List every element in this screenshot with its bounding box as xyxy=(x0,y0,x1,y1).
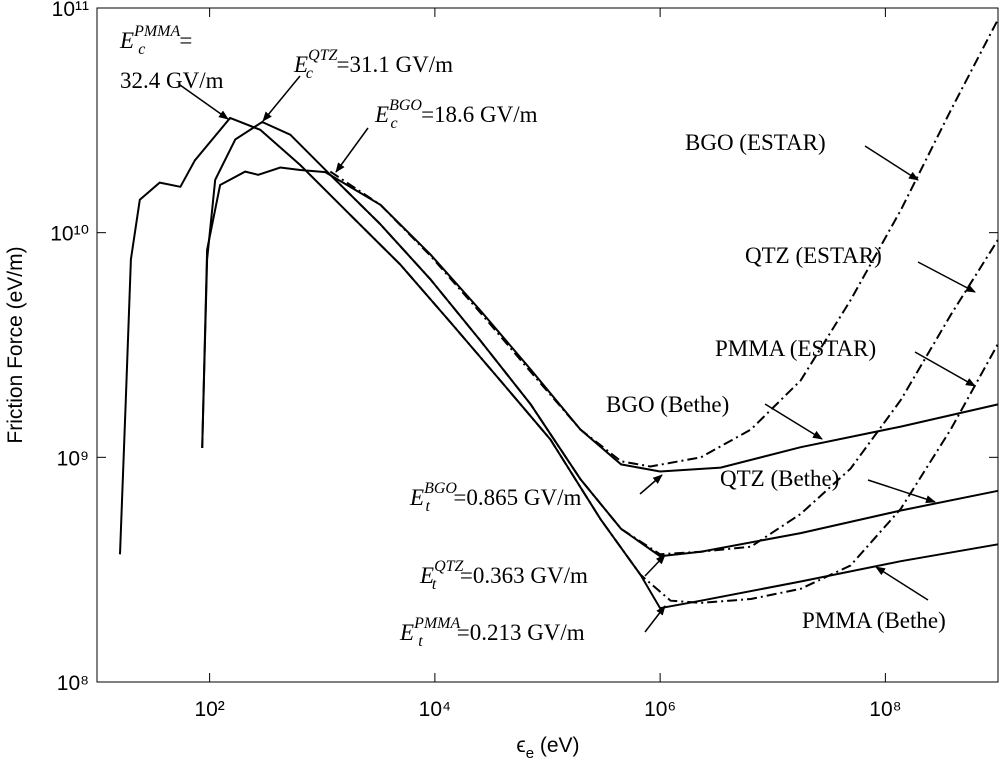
annotation-symbol: E xyxy=(419,563,434,588)
annotation-arrow xyxy=(639,474,663,495)
annotation-text: =0.213 GV/m xyxy=(457,620,585,645)
series-line xyxy=(349,214,999,604)
annotation-superscript: PMMA xyxy=(413,615,460,632)
series-label-arrow xyxy=(867,479,936,503)
series-label-arrow xyxy=(914,351,976,387)
x-tick-label: 10⁸ xyxy=(869,698,901,721)
annotation-symbol: E xyxy=(293,52,308,77)
annotation: EQTZ c =31.1 GV/m xyxy=(293,47,453,82)
series-label-arrow xyxy=(864,145,919,181)
annotation-text: =0.865 GV/m xyxy=(453,485,581,510)
series-line xyxy=(329,18,999,468)
annotation-superscript: BGO xyxy=(424,480,457,497)
y-tick-label: 10¹⁰ xyxy=(50,223,89,246)
x-label-text: (eV) xyxy=(534,734,580,757)
y-tick-label: 10⁸ xyxy=(57,672,89,695)
y-axis-label: Friction Force (eV/m) xyxy=(4,246,27,443)
annotation: EBGO c =18.6 GV/m xyxy=(374,97,538,132)
series-line xyxy=(329,174,999,556)
annotation-superscript: QTZ xyxy=(434,558,464,575)
series-label: BGO (ESTAR) xyxy=(685,130,826,155)
annotation-text: 32.4 GV/m xyxy=(120,68,224,93)
series-label-arrow xyxy=(917,261,976,293)
annotation-subscript: t xyxy=(425,498,430,515)
annotation-text: =0.363 GV/m xyxy=(460,563,588,588)
series-label-arrow xyxy=(764,403,823,440)
x-tick-label: 10⁴ xyxy=(419,698,451,721)
series-label: BGO (Bethe) xyxy=(606,392,729,417)
y-tick-label: 10⁹ xyxy=(57,447,89,470)
annotation-superscript: PMMA xyxy=(133,23,180,40)
annotation-arrow xyxy=(179,84,229,120)
annotation-arrow xyxy=(644,554,666,577)
series-line xyxy=(201,166,999,473)
annotation-superscript: QTZ xyxy=(308,47,338,64)
x-label-symbol: ϵ xyxy=(516,734,525,757)
x-tick-label: 10² xyxy=(194,698,224,721)
x-tick-label: 10⁶ xyxy=(644,698,676,721)
annotation-text: =18.6 GV/m xyxy=(421,102,538,127)
annotation: EPMMA t =0.213 GV/m xyxy=(399,615,585,650)
annotation-text: = xyxy=(179,28,192,53)
annotation-text: =31.1 GV/m xyxy=(337,52,454,77)
series-label: PMMA (Bethe) xyxy=(802,608,946,633)
annotation-symbol: E xyxy=(119,28,134,53)
annotation-symbol: E xyxy=(399,620,414,645)
x-axis-label: ϵe (eV) xyxy=(516,734,579,762)
series-label-arrow xyxy=(875,566,929,601)
annotation-arrow xyxy=(335,127,369,173)
annotation-symbol: E xyxy=(409,485,424,510)
series-label: PMMA (ESTAR) xyxy=(715,336,876,361)
annotation-subscript: t xyxy=(418,633,423,650)
series-line xyxy=(119,116,999,610)
annotation-superscript: BGO xyxy=(389,97,422,114)
annotation: EPMMA c = xyxy=(119,23,192,58)
y-tick-label: 10¹¹ xyxy=(52,0,89,21)
annotation-subscript: c xyxy=(390,115,397,132)
annotation-symbol: E xyxy=(374,102,389,127)
x-label-subscript: e xyxy=(526,745,534,762)
annotation: EQTZ t =0.363 GV/m xyxy=(419,558,588,593)
annotation-subscript: t xyxy=(432,576,437,593)
series-label: QTZ (ESTAR) xyxy=(745,243,882,268)
annotation-subscript: c xyxy=(138,41,145,58)
annotation-arrow xyxy=(262,75,301,122)
series-label: QTZ (Bethe) xyxy=(720,466,839,491)
annotation-subscript: c xyxy=(306,65,313,82)
annotation-arrow xyxy=(644,605,666,633)
annotation: EBGO t =0.865 GV/m xyxy=(409,480,581,515)
